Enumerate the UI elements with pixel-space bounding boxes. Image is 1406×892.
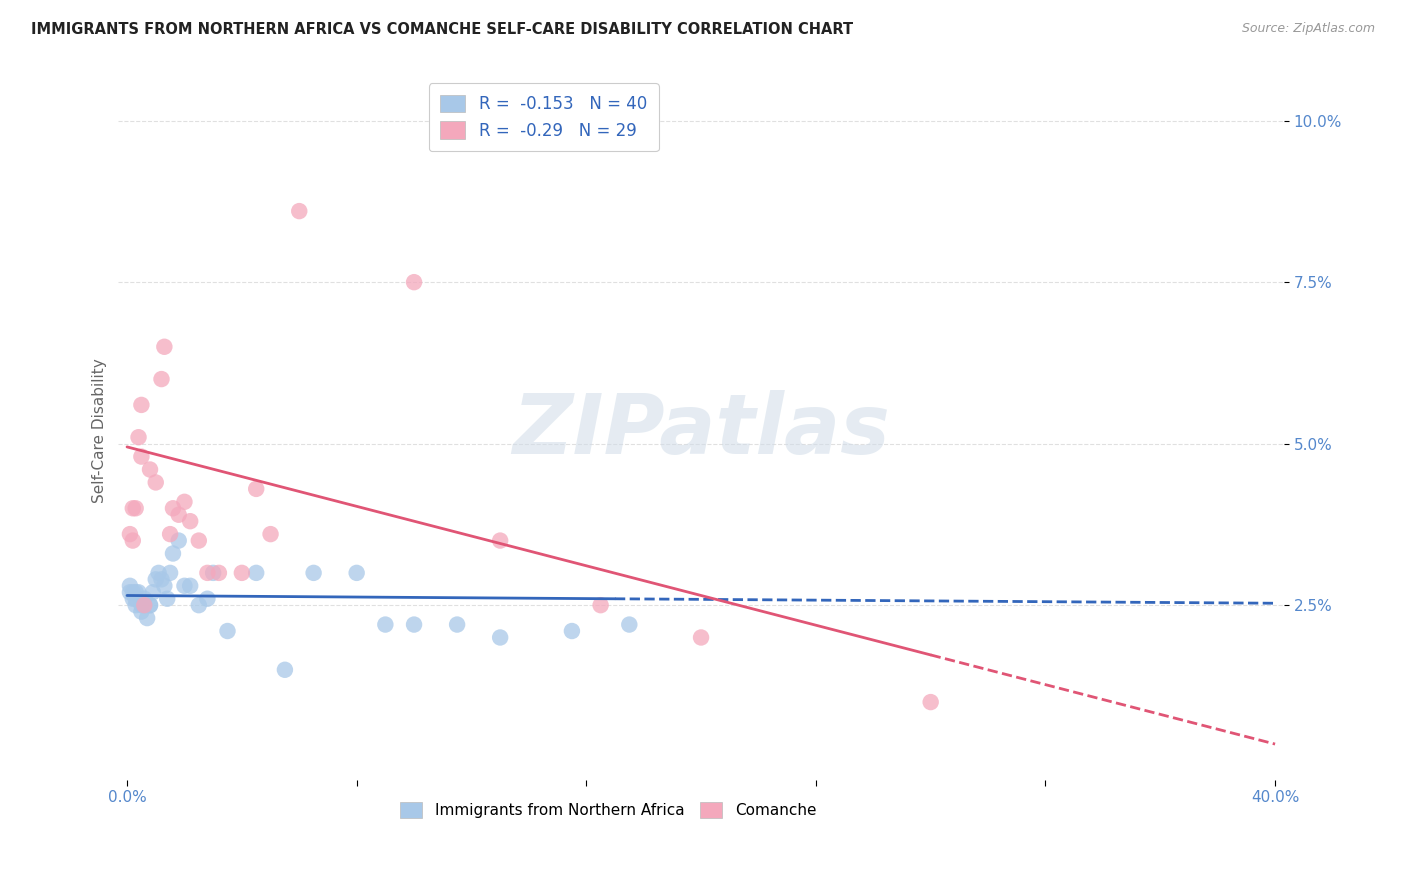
Point: [121, 585, 143, 599]
Point: [259, 527, 281, 541]
Point: [231, 566, 253, 580]
Point: [167, 533, 190, 548]
Point: [288, 204, 311, 219]
Point: [139, 598, 162, 612]
Point: [128, 430, 150, 444]
Point: [131, 450, 153, 464]
Text: IMMIGRANTS FROM NORTHERN AFRICA VS COMANCHE SELF-CARE DISABILITY CORRELATION CHA: IMMIGRANTS FROM NORTHERN AFRICA VS COMAN…: [31, 22, 853, 37]
Point: [208, 566, 231, 580]
Point: [148, 566, 170, 580]
Point: [121, 501, 143, 516]
Point: [346, 566, 368, 580]
Point: [162, 547, 184, 561]
Point: [131, 598, 153, 612]
Point: [217, 624, 239, 638]
Point: [121, 533, 143, 548]
Text: ZIPatlas: ZIPatlas: [512, 391, 890, 471]
Point: [402, 275, 425, 289]
Point: [173, 579, 195, 593]
Point: [245, 482, 267, 496]
Point: [197, 566, 219, 580]
Point: [197, 591, 219, 606]
Point: [124, 598, 146, 612]
Point: [124, 591, 146, 606]
Point: [150, 372, 173, 386]
Point: [374, 617, 396, 632]
Point: [145, 475, 167, 490]
Point: [402, 617, 425, 632]
Point: [489, 533, 512, 548]
Point: [167, 508, 190, 522]
Point: [139, 462, 162, 476]
Legend: Immigrants from Northern Africa, Comanche: Immigrants from Northern Africa, Comanch…: [394, 796, 823, 824]
Point: [131, 398, 153, 412]
Point: [121, 591, 143, 606]
Point: [118, 585, 141, 599]
Point: [489, 631, 512, 645]
Point: [159, 566, 181, 580]
Text: Source: ZipAtlas.com: Source: ZipAtlas.com: [1241, 22, 1375, 36]
Point: [920, 695, 942, 709]
Point: [561, 624, 583, 638]
Point: [139, 598, 162, 612]
Point: [179, 579, 201, 593]
Point: [245, 566, 267, 580]
Point: [589, 598, 612, 612]
Point: [124, 501, 146, 516]
Point: [302, 566, 325, 580]
Point: [179, 514, 201, 528]
Point: [134, 598, 156, 612]
Point: [128, 585, 150, 599]
Point: [159, 527, 181, 541]
Point: [136, 611, 159, 625]
Point: [153, 340, 176, 354]
Point: [156, 591, 179, 606]
Point: [145, 572, 167, 586]
Point: [202, 566, 225, 580]
Point: [118, 579, 141, 593]
Point: [142, 585, 165, 599]
Point: [187, 533, 209, 548]
Point: [274, 663, 297, 677]
Point: [446, 617, 468, 632]
Point: [187, 598, 209, 612]
Point: [153, 579, 176, 593]
Point: [134, 598, 156, 612]
Point: [162, 501, 184, 516]
Point: [619, 617, 641, 632]
Point: [131, 605, 153, 619]
Point: [150, 572, 173, 586]
Point: [134, 591, 156, 606]
Point: [124, 585, 146, 599]
Point: [690, 631, 713, 645]
Point: [173, 495, 195, 509]
Point: [118, 527, 141, 541]
Y-axis label: Self-Care Disability: Self-Care Disability: [93, 359, 107, 503]
